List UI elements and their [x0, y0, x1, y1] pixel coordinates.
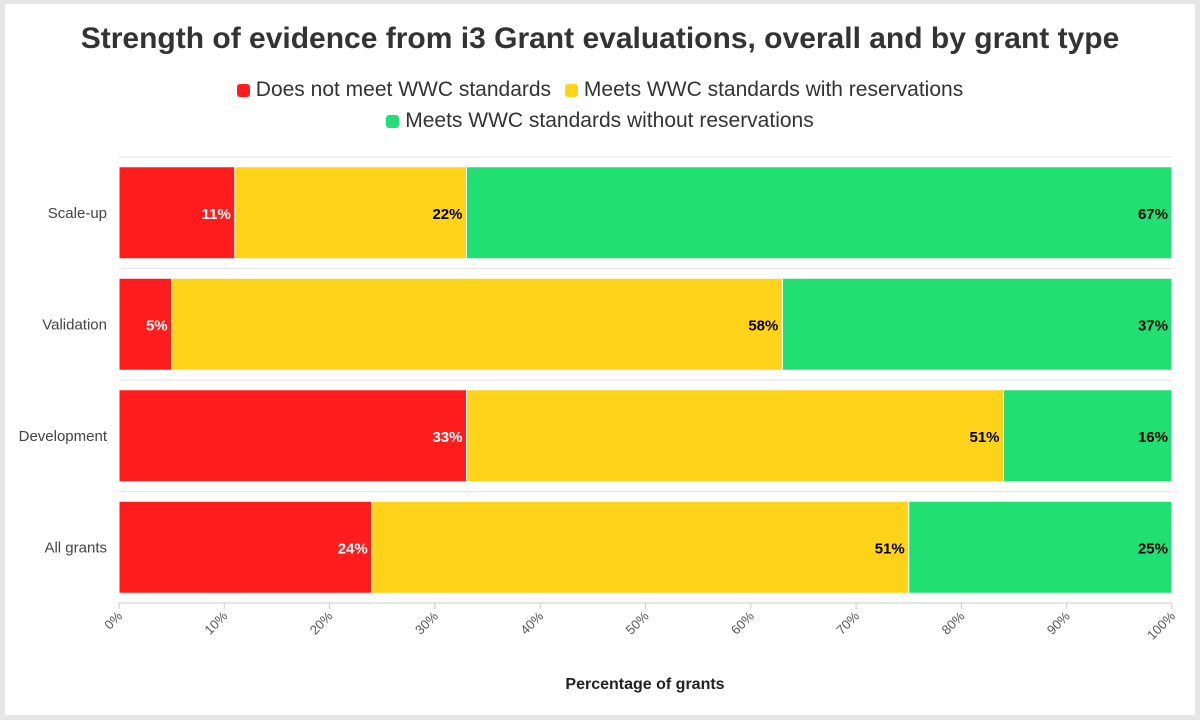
- legend-label-with-reservations: Meets WWC standards with reservations: [583, 78, 964, 101]
- bar-data-label: 51%: [969, 429, 999, 446]
- bar-data-label: 24%: [338, 540, 368, 557]
- legend-label-does-not-meet: Does not meet WWC standards: [255, 78, 552, 101]
- legend-row-2: Meets WWC standards without reservations: [5, 109, 1195, 134]
- bar-segment: [465, 166, 1173, 260]
- bar-data-label: 58%: [748, 317, 778, 334]
- y-category-label: All grants: [44, 539, 107, 556]
- bar-segment: [118, 389, 467, 483]
- bar-segment: [908, 500, 1173, 594]
- bar-segment: [371, 500, 910, 594]
- y-category-label: Development: [19, 428, 108, 445]
- legend-label-without-reservations: Meets WWC standards without reservations: [405, 109, 814, 132]
- x-tick-label: 40%: [517, 608, 546, 637]
- x-tick-label: 80%: [939, 608, 968, 637]
- chart-title: Strength of evidence from i3 Grant evalu…: [80, 22, 1120, 55]
- x-axis-title: Percentage of grants: [565, 676, 725, 693]
- bar-segment: [465, 389, 1005, 483]
- x-tick-label: 50%: [623, 608, 652, 637]
- x-tick-label: 70%: [833, 608, 862, 637]
- bar-data-label: 11%: [202, 206, 231, 223]
- x-tick-label: 90%: [1044, 608, 1073, 637]
- bar-data-label: 16%: [1138, 429, 1168, 446]
- legend-swatch-green: [386, 114, 400, 128]
- bar-data-label: 51%: [875, 540, 905, 557]
- legend-swatch-red: [236, 83, 250, 97]
- bar-segment: [781, 277, 1173, 371]
- y-category-label: Scale-up: [48, 205, 107, 222]
- bar-data-label: 5%: [146, 317, 168, 334]
- bar-data-label: 22%: [432, 206, 462, 223]
- bar-segment: [118, 500, 373, 594]
- x-tick-label: 30%: [412, 608, 441, 637]
- x-tick-label: 20%: [307, 608, 336, 637]
- bar-segment: [234, 166, 467, 260]
- bar-data-label: 25%: [1138, 540, 1168, 557]
- x-tick-label: 100%: [1144, 608, 1178, 642]
- legend-row-1: Does not meet WWC standards Meets WWC st…: [5, 78, 1195, 103]
- legend-swatch-yellow: [564, 83, 578, 97]
- bar-segment: [1003, 389, 1173, 483]
- x-tick-label: 0%: [101, 608, 125, 632]
- x-tick-label: 10%: [201, 608, 230, 637]
- x-tick-label: 60%: [728, 608, 757, 637]
- bar-data-label: 33%: [432, 429, 462, 446]
- legend-item-does-not-meet[interactable]: Does not meet WWC standards: [236, 78, 552, 102]
- legend-item-with-reservations[interactable]: Meets WWC standards with reservations: [564, 78, 964, 102]
- bar-segment: [118, 277, 173, 371]
- y-category-label: Validation: [42, 316, 107, 333]
- bar-data-label: 37%: [1138, 317, 1168, 334]
- bar-segment: [171, 277, 783, 371]
- legend-item-without-reservations[interactable]: Meets WWC standards without reservations: [386, 109, 814, 133]
- bar-data-label: 67%: [1138, 206, 1168, 223]
